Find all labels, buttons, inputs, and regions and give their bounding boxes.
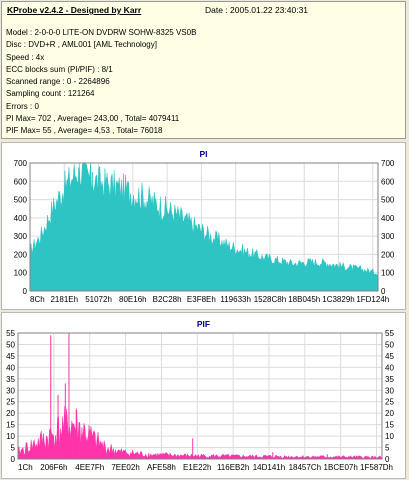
pif-xtick: 1BCE07h	[324, 463, 358, 472]
app-title: KProbe v2.4.2 - Designed by Karr	[7, 5, 142, 15]
pif-xtick: 116EB2h	[217, 463, 249, 472]
pif-ytick-right: 25	[385, 398, 394, 407]
info-ecc-blocks: ECC blocks sum (PI/PIF) : 8/1	[6, 64, 113, 74]
pif-xtick: 1F587Dh	[360, 463, 393, 472]
pi-ytick-right: 500	[381, 196, 395, 205]
pif-xtick: 7EE02h	[111, 463, 139, 472]
pi-ytick-right: 600	[381, 177, 395, 186]
pif-xtick: E1E22h	[183, 463, 211, 472]
pi-ytick-left: 400	[14, 214, 28, 223]
pi-ytick-right: 100	[381, 269, 395, 278]
pif-ytick-left: 0	[11, 455, 16, 464]
pif-ytick-right: 45	[385, 352, 394, 361]
pi-xtick: 80E16h	[119, 295, 147, 304]
pif-ytick-right: 50	[385, 340, 394, 349]
info-disc: Disc : DVD+R , AML001 [AML Technology]	[6, 40, 157, 50]
pif-chart-title: PIF	[196, 319, 211, 329]
pi-xtick: 1528C8h	[254, 295, 286, 304]
pi-chart-title: PI	[199, 149, 208, 159]
pif-ytick-right: 0	[385, 455, 390, 464]
pi-xtick: 51072h	[85, 295, 112, 304]
pif-ytick-right: 35	[385, 375, 394, 384]
pi-xtick: 1C3829h	[322, 295, 354, 304]
pif-ytick-left: 10	[6, 432, 15, 441]
pif-plot-frame	[17, 332, 383, 460]
pif-ytick-left: 35	[6, 375, 15, 384]
pi-xtick: 18B045h	[288, 295, 320, 304]
pi-ytick-right: 0	[381, 287, 386, 296]
info-speed: Speed : 4x	[6, 52, 45, 62]
pif-xtick: 206F6h	[40, 463, 67, 472]
pi-xtick: 2181Eh	[50, 295, 78, 304]
pif-ytick-left: 5	[11, 444, 16, 453]
pi-xtick: 1FD124h	[356, 295, 389, 304]
pif-chart-panel: PIF 0 0 5 5 10 10 15 15 20 20 25 25 30 30 35 35 40 40 45 45…	[1, 312, 406, 479]
pi-ytick-right: 300	[381, 232, 395, 241]
info-pi-stats: PI Max= 702 , Average= 243,00 , Total= 4…	[6, 114, 180, 124]
pif-ytick-right: 15	[385, 421, 394, 430]
pif-ytick-left: 30	[6, 386, 15, 395]
pi-chart: 0 0 100 100 200 200 300 300 400 400 500 500 600 600 70…	[14, 159, 395, 304]
info-scanned-range: Scanned range : 0 - 2264896	[6, 77, 110, 87]
pif-xtick: 18457Ch	[289, 463, 321, 472]
pi-xtick: E3F8Eh	[187, 295, 216, 304]
pif-ytick-right: 55	[385, 329, 394, 338]
scan-date: Date : 2005.01.22 23:40:31	[205, 5, 309, 15]
pi-ytick-left: 700	[14, 159, 28, 168]
pif-ytick-left: 45	[6, 352, 15, 361]
pif-xtick: 4EE7Fh	[75, 463, 104, 472]
pi-ytick-right: 700	[381, 159, 395, 168]
pif-ytick-right: 40	[385, 363, 394, 372]
pif-ytick-right: 10	[385, 432, 394, 441]
info-model: Model : 2-0-0-0 LITE-ON DVDRW SOHW-8325 …	[6, 28, 197, 37]
pi-ytick-right: 400	[381, 214, 395, 223]
pi-ytick-left: 100	[14, 269, 28, 278]
pi-xtick: 8Ch	[30, 295, 45, 304]
pif-series-area	[17, 406, 383, 460]
info-sampling-count: Sampling count : 121264	[6, 89, 95, 99]
pif-xtick: 1Ch	[18, 463, 33, 472]
pif-ytick-left: 15	[6, 421, 15, 430]
pif-ytick-left: 40	[6, 363, 15, 372]
info-lines: Model : 2-0-0-0 LITE-ON DVDRW SOHW-8325 …	[6, 27, 196, 138]
pif-xtick: 14D141h	[253, 463, 285, 472]
pif-ytick-left: 50	[6, 340, 15, 349]
info-pif-stats: PIF Max= 55 , Average= 4,53 , Total= 760…	[6, 126, 163, 136]
pi-ytick-right: 200	[381, 250, 395, 259]
pi-ytick-left: 300	[14, 232, 28, 241]
pif-xtick: AFE58h	[147, 463, 176, 472]
pif-ytick-left: 20	[6, 409, 15, 418]
pi-ytick-left: 0	[23, 287, 28, 296]
pif-ytick-right: 5	[385, 444, 390, 453]
pi-chart-panel: PI 0 0 100 100 200 200 300 300 400 400 500 500 600 60…	[1, 142, 406, 310]
pif-ytick-left: 25	[6, 398, 15, 407]
pi-series-area	[29, 162, 379, 292]
info-errors: Errors : 0	[6, 101, 39, 111]
info-panel: KProbe v2.4.2 - Designed by Karr Date : …	[1, 1, 406, 139]
pi-ytick-left: 200	[14, 250, 28, 259]
pif-ytick-right: 30	[385, 386, 394, 395]
pi-xtick: 119633h	[220, 295, 251, 304]
pif-ytick-right: 20	[385, 409, 394, 418]
pi-ytick-left: 600	[14, 177, 28, 186]
pi-xtick: B2C28h	[153, 295, 182, 304]
pi-plot-frame	[29, 162, 379, 292]
pif-ytick-left: 55	[6, 329, 15, 338]
pi-ytick-left: 500	[14, 196, 28, 205]
